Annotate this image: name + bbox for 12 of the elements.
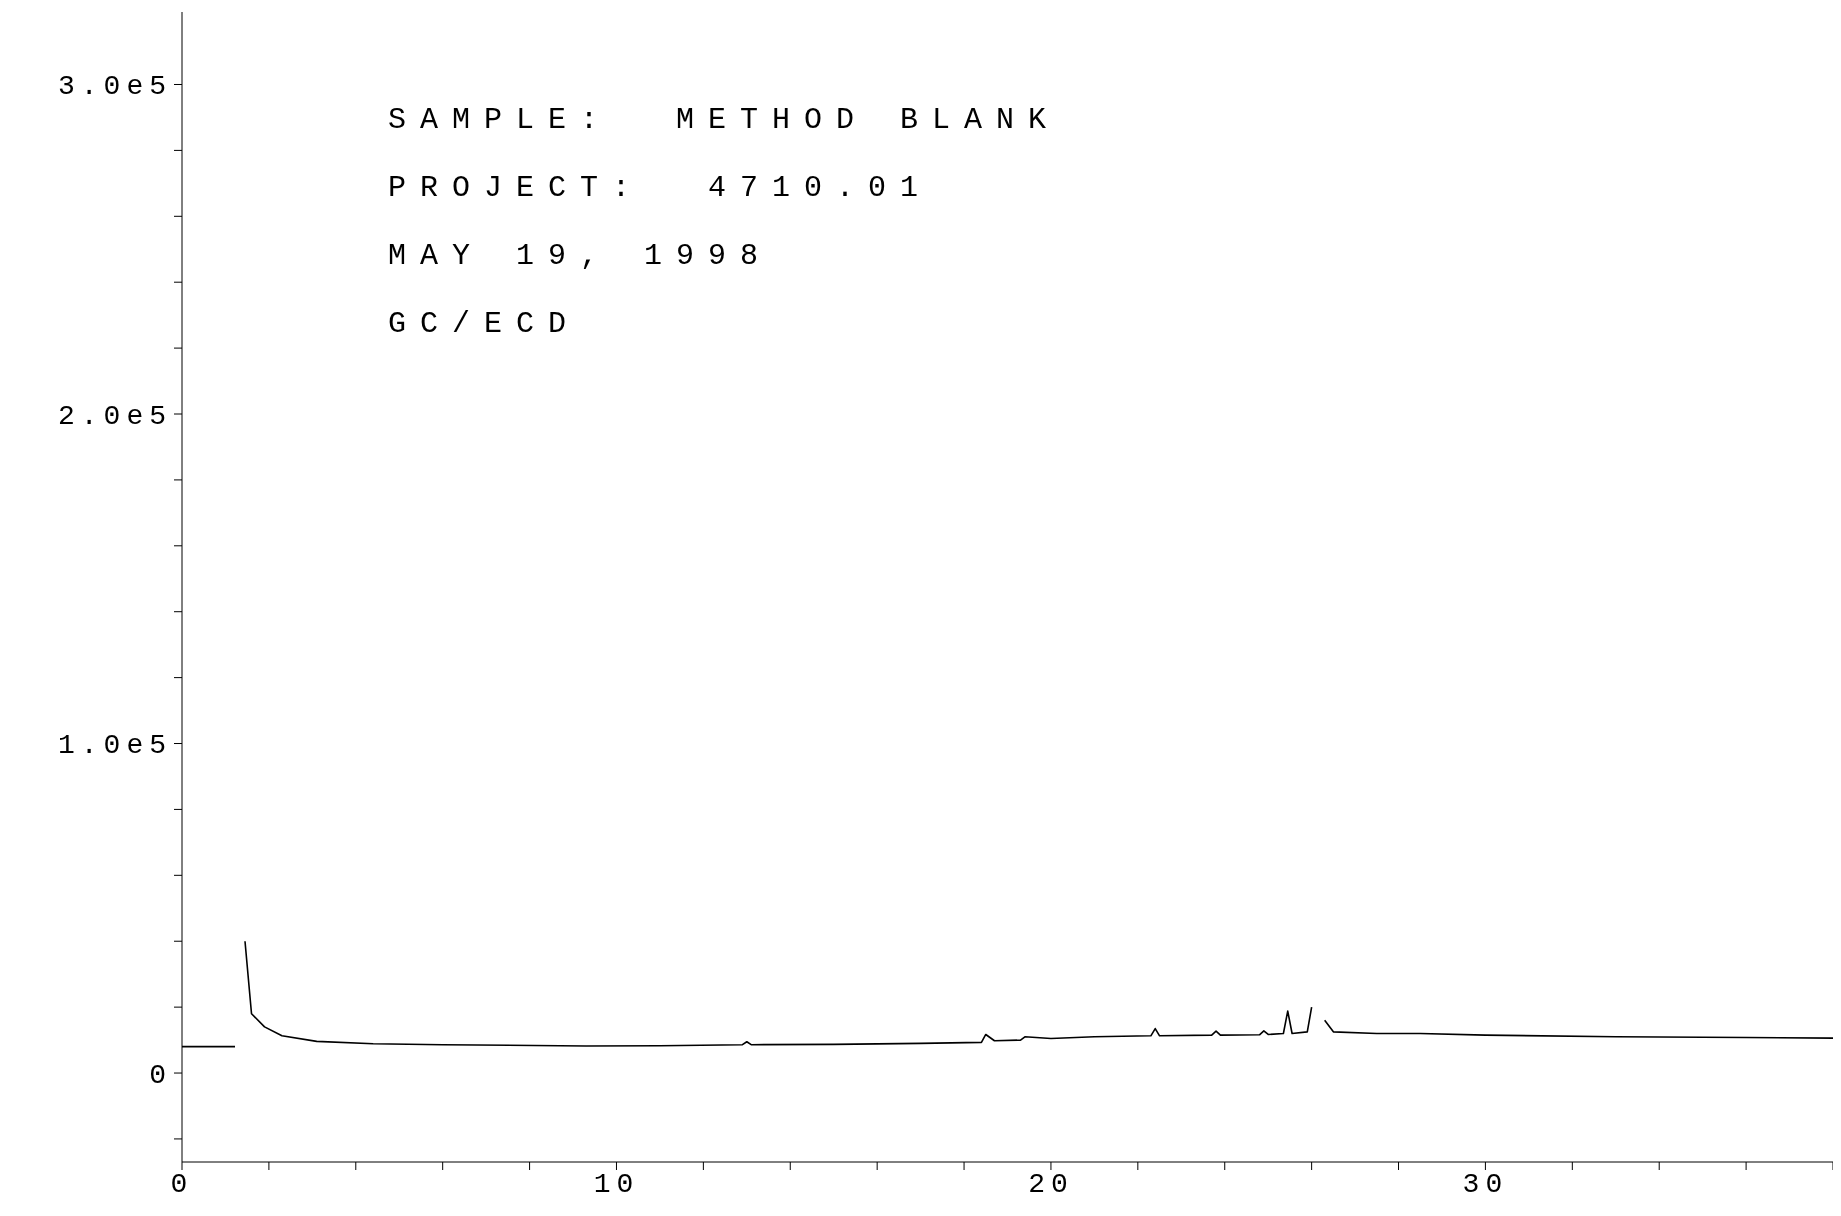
annotation: PROJECT: 4710.01 xyxy=(388,170,934,207)
annotation: MAY 19, 1998 xyxy=(388,238,774,275)
annotation: GC/ECD xyxy=(388,306,582,343)
y-tick-label: 1.0e5 xyxy=(57,730,172,762)
y-tick-label: 2.0e5 xyxy=(57,400,172,432)
x-tick-label: 0 xyxy=(170,1168,194,1200)
annotation: SAMPLE: METHOD BLANK xyxy=(388,102,1061,139)
x-tick-label: 20 xyxy=(1028,1168,1074,1200)
x-tick-label: 10 xyxy=(593,1168,640,1200)
x-tick-label: 30 xyxy=(1462,1168,1509,1200)
y-tick-label: 0 xyxy=(149,1059,172,1091)
y-tick-label: 3.0e5 xyxy=(57,71,172,103)
